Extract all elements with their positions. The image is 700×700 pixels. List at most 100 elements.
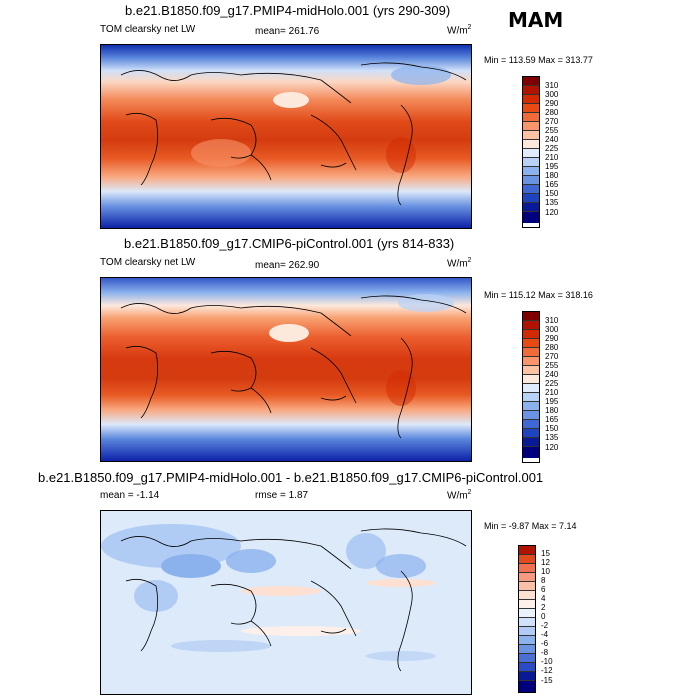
cb3-label: 6 (541, 585, 546, 594)
cb2-label: 300 (545, 325, 559, 334)
cb2-label: 310 (545, 316, 559, 325)
cb1-label: 150 (545, 189, 559, 198)
panel1-units-sup: 2 (467, 24, 472, 31)
cb2-swatch (523, 339, 539, 348)
panel1-title: b.e21.B1850.f09_g17.PMIP4-midHolo.001 (y… (125, 3, 451, 18)
panel1-mean: mean= 261.76 (255, 26, 320, 37)
cb3-label: 10 (541, 567, 550, 576)
panel1-map-svg (101, 45, 471, 228)
cb3-swatch (519, 564, 535, 573)
cb1-swatch (523, 176, 539, 185)
panel2-colorbar (522, 311, 540, 463)
cb2-swatch (523, 357, 539, 366)
cb2-label: 120 (545, 443, 559, 452)
cb1-swatch (523, 167, 539, 176)
panel3-title: b.e21.B1850.f09_g17.PMIP4-midHolo.001 - … (38, 470, 544, 485)
cb1-swatch (523, 194, 539, 203)
cb1-swatch (523, 185, 539, 194)
cb3-swatch (519, 627, 535, 636)
panel3-units-text: W/m (447, 490, 468, 502)
cb3-swatch (519, 663, 535, 672)
cb2-label: 255 (545, 361, 559, 370)
cb3-label: 0 (541, 612, 546, 621)
panel1-units: W/m2 (447, 24, 471, 36)
cb3-swatch (519, 546, 535, 555)
season-label: MAM (508, 8, 564, 32)
panel3-minmax: Min = -9.87 Max = 7.14 (484, 521, 577, 531)
panel2-units: W/m2 (447, 257, 471, 269)
cb2-label: 165 (545, 415, 559, 424)
cb2-swatch (523, 366, 539, 375)
cb2-label: 225 (545, 379, 559, 388)
cb2-swatch (523, 429, 539, 438)
cb1-label: 255 (545, 126, 559, 135)
panel1-minmax: Min = 113.59 Max = 313.77 (484, 55, 593, 65)
panel2-units-text: W/m (447, 258, 468, 270)
cb3-swatch (519, 672, 535, 681)
cb2-label: 180 (545, 406, 559, 415)
panel2-mean: mean= 262.90 (255, 260, 320, 271)
cb3-label: -2 (541, 621, 549, 630)
cb2-swatch (523, 348, 539, 357)
cb2-label: 135 (545, 433, 559, 442)
cb1-swatch (523, 131, 539, 140)
cb1-label: 270 (545, 117, 559, 126)
cb2-swatch (523, 438, 539, 447)
cb2-swatch (523, 330, 539, 339)
cb1-swatch (523, 122, 539, 131)
cb3-swatch (519, 681, 535, 692)
cb3-label: 8 (541, 576, 546, 585)
cb2-label: 210 (545, 388, 559, 397)
panel3-map-svg (101, 511, 471, 694)
cb1-swatch (523, 203, 539, 212)
cb1-swatch (523, 158, 539, 167)
cb3-label: 2 (541, 603, 546, 612)
cb1-label: 300 (545, 90, 559, 99)
cb2-swatch (523, 375, 539, 384)
panel2-map (100, 277, 472, 462)
panel3-rmse: rmse = 1.87 (255, 490, 309, 501)
cb1-swatch (523, 140, 539, 149)
cb1-label: 310 (545, 81, 559, 90)
cb3-swatch (519, 600, 535, 609)
cb3-swatch (519, 555, 535, 564)
cb2-label: 195 (545, 397, 559, 406)
cb2-label: 150 (545, 424, 559, 433)
cb3-label: -4 (541, 630, 549, 639)
panel3-colorbar (518, 545, 536, 693)
cb1-swatch (523, 77, 539, 86)
cb1-swatch (523, 86, 539, 95)
cb2-label: 290 (545, 334, 559, 343)
cb2-swatch (523, 321, 539, 330)
panel3-units: W/m2 (447, 489, 471, 501)
panel1-map (100, 44, 472, 229)
panel1-coastlines (120, 62, 467, 206)
cb2-swatch (523, 393, 539, 402)
cb2-swatch (523, 312, 539, 321)
panel2-coastlines (120, 295, 467, 439)
cb1-label: 240 (545, 135, 559, 144)
panel3-mean: mean = -1.14 (100, 490, 160, 501)
cb3-label: -12 (541, 666, 553, 675)
cb1-swatch (523, 113, 539, 122)
panel1-units-text: W/m (447, 25, 468, 37)
panel3-units-sup: 2 (467, 489, 472, 496)
cb2-swatch (523, 447, 539, 458)
cb1-label: 135 (545, 198, 559, 207)
panel2-variable: TOM clearsky net LW (100, 257, 196, 268)
cb3-label: 4 (541, 594, 546, 603)
cb3-swatch (519, 573, 535, 582)
panel3-coastlines (120, 528, 467, 672)
cb3-label: -6 (541, 639, 549, 648)
cb1-label: 225 (545, 144, 559, 153)
cb1-swatch (523, 104, 539, 113)
cb3-swatch (519, 609, 535, 618)
cb1-label: 180 (545, 171, 559, 180)
cb2-label: 270 (545, 352, 559, 361)
cb1-label: 195 (545, 162, 559, 171)
cb3-swatch (519, 654, 535, 663)
cb2-swatch (523, 384, 539, 393)
panel1-variable: TOM clearsky net LW (100, 24, 196, 35)
panel2-title: b.e21.B1850.f09_g17.CMIP6-piControl.001 … (124, 236, 455, 251)
cb1-label: 280 (545, 108, 559, 117)
